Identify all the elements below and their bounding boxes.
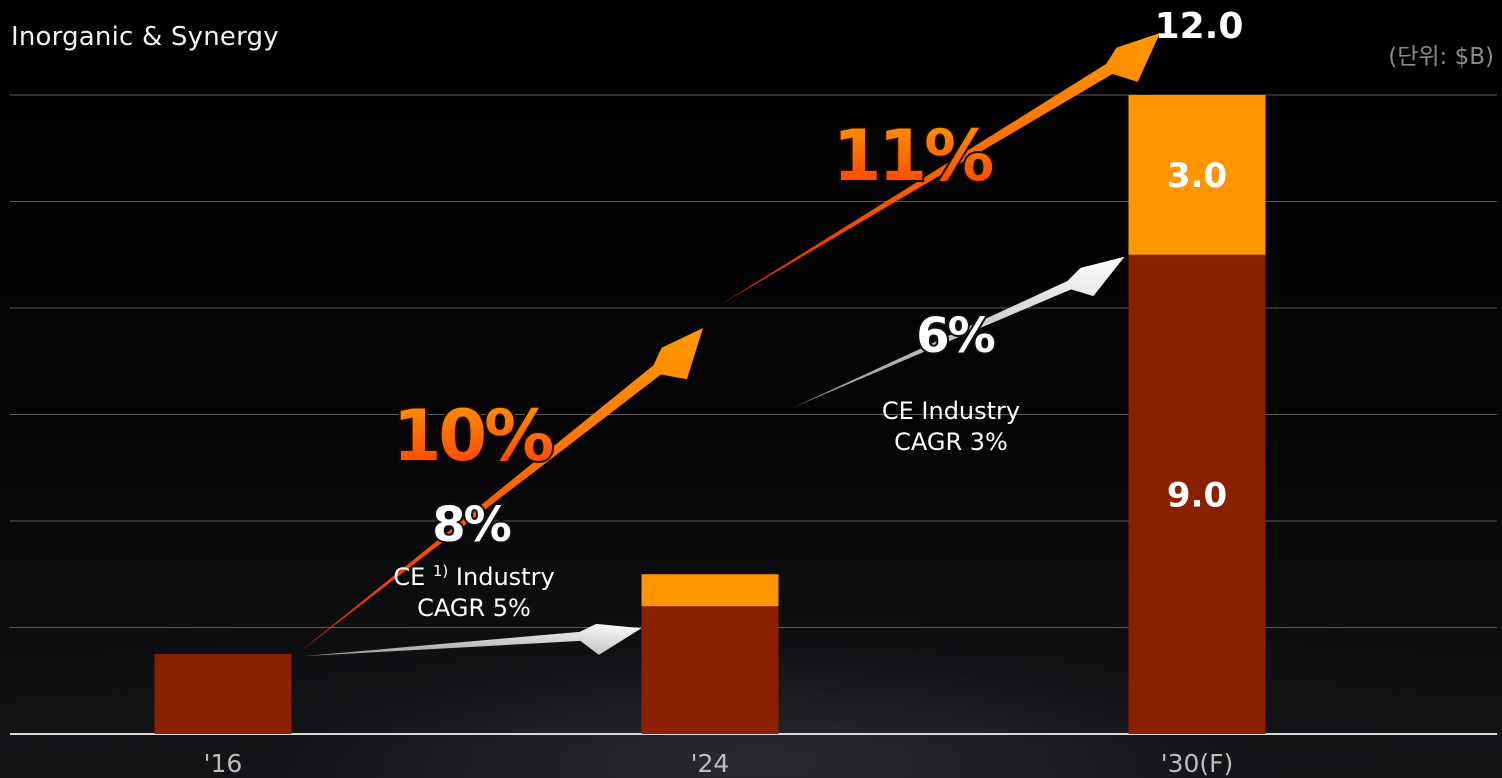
total-label: 12.0 [1155,6,1244,47]
unit-label: (단위: $B) [1388,44,1494,70]
cagr-arrow-orange [299,328,703,653]
bar-synergy-2 [1128,95,1266,255]
data-label: 9.0 [1167,475,1227,515]
x-tick-label: '16 [204,749,243,778]
cagr-label-orange: 10% [393,395,552,477]
cagr-label-white: 8% [432,497,510,553]
x-tick-label: '24 [691,749,730,778]
data-label: 3.0 [1167,156,1227,196]
cagr-note-line2: CAGR 5% [417,594,531,622]
bar-synergy-1 [641,574,779,607]
chart-subtitle: Inorganic & Synergy [11,22,279,52]
bar-base-0 [154,654,292,734]
bar-base-1 [641,606,779,734]
cagr-arrow-white [303,623,642,657]
bar-base-2 [1128,254,1266,734]
cagr-arrow-white [792,256,1125,408]
cagr-arrow-orange [720,33,1160,305]
cagr-note-line1: CE 1) Industry [393,562,554,591]
cagr-label-orange: 11% [833,115,992,197]
cagr-note-line2: CAGR 3% [894,428,1008,456]
cagr-label-white: 6% [916,308,994,364]
x-tick-label: '30(F) [1161,749,1234,778]
cagr-note-line1: CE Industry [882,397,1020,425]
